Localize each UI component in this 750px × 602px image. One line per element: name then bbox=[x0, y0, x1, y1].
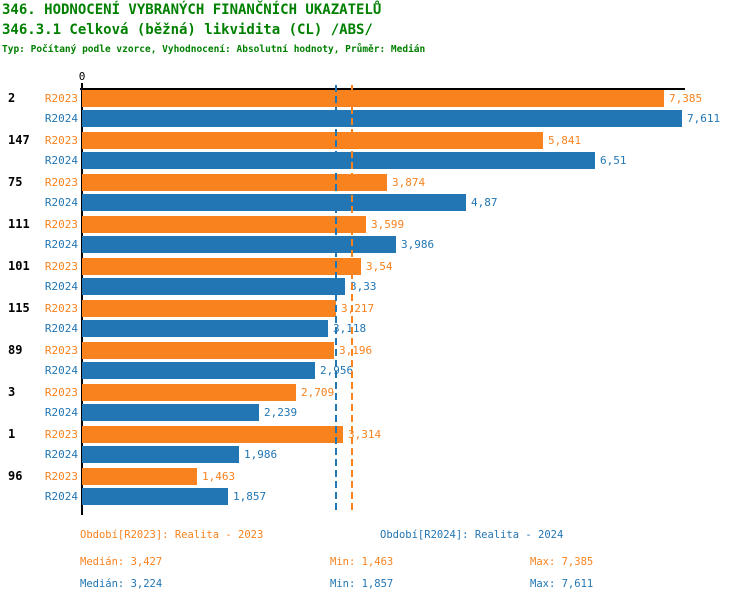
stat-median-r2024: Medián: 3,224 bbox=[80, 578, 163, 590]
bar-value-label: 3,33 bbox=[350, 280, 377, 293]
bar-r2024 bbox=[82, 404, 259, 421]
x-axis-origin-tick bbox=[81, 83, 83, 88]
median-line-r2023 bbox=[351, 85, 353, 511]
series-label-r2023: R2023 bbox=[44, 176, 78, 189]
bar-r2024 bbox=[82, 110, 682, 127]
x-axis-line bbox=[80, 88, 685, 90]
series-label-r2023: R2023 bbox=[44, 92, 78, 105]
bar-r2024 bbox=[82, 362, 315, 379]
indicator-subtitle: 346.3.1 Celková (běžná) likvidita (CL) /… bbox=[2, 22, 373, 38]
series-label-r2024: R2024 bbox=[44, 364, 78, 377]
stat-max-r2023: Max: 7,385 bbox=[530, 556, 594, 568]
stat-max-r2024: Max: 7,611 bbox=[530, 578, 594, 590]
series-label-r2023: R2023 bbox=[44, 302, 78, 315]
category-label: 96 bbox=[8, 469, 23, 483]
bar-value-label: 4,87 bbox=[471, 196, 498, 209]
series-label-r2024: R2024 bbox=[44, 490, 78, 503]
series-label-r2024: R2024 bbox=[44, 448, 78, 461]
series-label-r2024: R2024 bbox=[44, 112, 78, 125]
series-label-r2023: R2023 bbox=[44, 344, 78, 357]
bar-r2024 bbox=[82, 194, 466, 211]
series-label-r2023: R2023 bbox=[44, 386, 78, 399]
bar-r2024 bbox=[82, 278, 345, 295]
bar-value-label: 1,986 bbox=[244, 448, 278, 461]
series-label-r2024: R2024 bbox=[44, 238, 78, 251]
bar-value-label: 3,118 bbox=[333, 322, 367, 335]
report-title: 346. HODNOCENÍ VYBRANÝCH FINANČNÍCH UKAZ… bbox=[2, 2, 382, 18]
median-line-r2024 bbox=[335, 85, 337, 511]
bar-r2023 bbox=[82, 342, 334, 359]
category-label: 89 bbox=[8, 343, 23, 357]
bar-value-label: 3,599 bbox=[371, 218, 405, 231]
category-label: 3 bbox=[8, 385, 16, 399]
series-label-r2024: R2024 bbox=[44, 322, 78, 335]
bar-value-label: 7,385 bbox=[669, 92, 703, 105]
stat-min-r2023: Min: 1,463 bbox=[330, 556, 394, 568]
category-label: 101 bbox=[8, 259, 30, 273]
bar-r2024 bbox=[82, 236, 396, 253]
category-label: 111 bbox=[8, 217, 30, 231]
bar-value-label: 3,314 bbox=[348, 428, 382, 441]
legend-r2023: Období[R2023]: Realita - 2023 bbox=[80, 529, 264, 541]
category-label: 147 bbox=[8, 133, 30, 147]
series-label-r2024: R2024 bbox=[44, 154, 78, 167]
bar-r2024 bbox=[82, 152, 595, 169]
stat-min-r2024: Min: 1,857 bbox=[330, 578, 394, 590]
bar-value-label: 1,857 bbox=[233, 490, 267, 503]
indicator-meta: Typ: Počítaný podle vzorce, Vyhodnocení:… bbox=[2, 44, 426, 55]
bar-value-label: 5,841 bbox=[548, 134, 582, 147]
bar-value-label: 7,611 bbox=[687, 112, 721, 125]
series-label-r2024: R2024 bbox=[44, 280, 78, 293]
bar-r2023 bbox=[82, 174, 387, 191]
bar-r2023 bbox=[82, 90, 664, 107]
bar-r2023 bbox=[82, 426, 343, 443]
category-label: 1 bbox=[8, 427, 16, 441]
bar-r2023 bbox=[82, 468, 197, 485]
bar-r2023 bbox=[82, 216, 366, 233]
bar-r2023 bbox=[82, 300, 336, 317]
series-label-r2023: R2023 bbox=[44, 218, 78, 231]
bar-r2023 bbox=[82, 384, 296, 401]
series-label-r2024: R2024 bbox=[44, 406, 78, 419]
stat-median-r2023: Medián: 3,427 bbox=[80, 556, 163, 568]
bar-r2024 bbox=[82, 446, 239, 463]
bar-r2024 bbox=[82, 320, 328, 337]
category-label: 75 bbox=[8, 175, 23, 189]
x-axis-zero-label: 0 bbox=[78, 70, 86, 83]
bar-value-label: 1,463 bbox=[202, 470, 236, 483]
series-label-r2023: R2023 bbox=[44, 134, 78, 147]
bar-value-label: 3,217 bbox=[341, 302, 375, 315]
bar-value-label: 2,709 bbox=[301, 386, 335, 399]
bar-r2023 bbox=[82, 132, 543, 149]
bar-value-label: 2,239 bbox=[264, 406, 298, 419]
bar-value-label: 3,986 bbox=[401, 238, 435, 251]
category-label: 2 bbox=[8, 91, 16, 105]
series-label-r2023: R2023 bbox=[44, 428, 78, 441]
bar-r2023 bbox=[82, 258, 361, 275]
category-label: 115 bbox=[8, 301, 30, 315]
bar-r2024 bbox=[82, 488, 228, 505]
series-label-r2023: R2023 bbox=[44, 260, 78, 273]
bar-value-label: 6,51 bbox=[600, 154, 627, 167]
legend-r2024: Období[R2024]: Realita - 2024 bbox=[380, 529, 564, 541]
bar-value-label: 3,196 bbox=[339, 344, 373, 357]
series-label-r2024: R2024 bbox=[44, 196, 78, 209]
bar-value-label: 3,874 bbox=[392, 176, 426, 189]
series-label-r2023: R2023 bbox=[44, 470, 78, 483]
bar-value-label: 3,54 bbox=[366, 260, 393, 273]
